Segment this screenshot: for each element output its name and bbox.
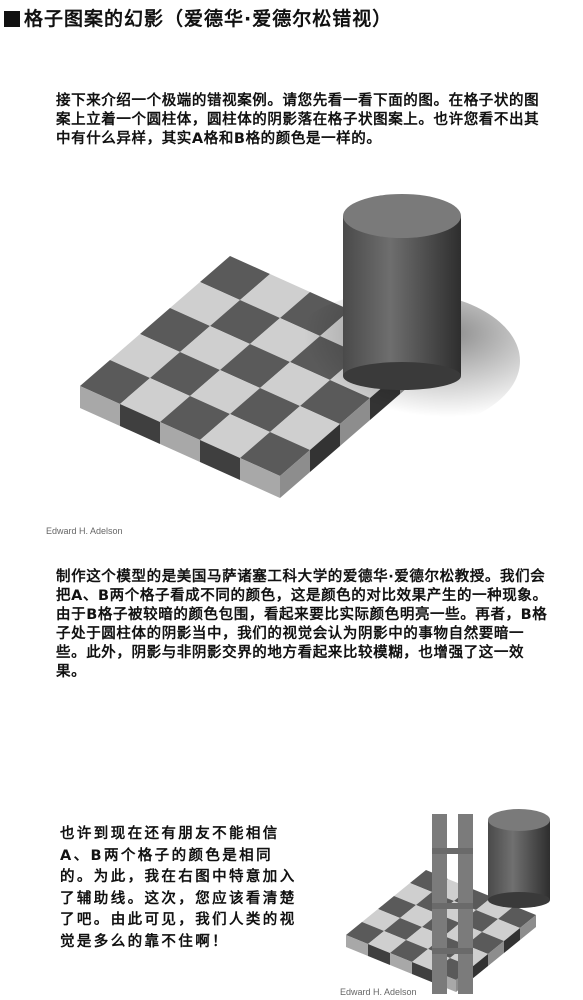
paragraph-intro: 接下来介绍一个极端的错视案例。请您先看一看下面的图。在格子状的图案上立着一个圆柱… — [56, 93, 540, 147]
board-edge — [390, 953, 412, 974]
board-edge — [412, 962, 434, 983]
board-tile — [498, 906, 536, 928]
board-tile — [140, 308, 210, 352]
board-edge — [160, 422, 200, 462]
board-edge — [280, 450, 310, 498]
illusion-figure-with-guides: Edward H. Adelson — [340, 809, 550, 997]
board-tile — [170, 282, 240, 326]
figure-credit-small: Edward H. Adelson — [340, 987, 417, 997]
board-edge — [472, 954, 488, 979]
board-edge — [504, 928, 520, 953]
checker-shadow-illusion-figure: Edward H. Adelson — [46, 194, 520, 536]
board-tile — [384, 918, 422, 940]
cylinder-small — [488, 809, 550, 908]
paragraph-explanation: 制作这个模型的是美国马萨诸塞工科大学的爱德华·爱德尔松教授。我们会把A、B两个格… — [56, 569, 548, 680]
board-edge — [120, 404, 160, 444]
board-tile — [368, 931, 406, 953]
cylinder — [343, 194, 461, 390]
board-tile — [230, 388, 300, 432]
checkerboard — [80, 256, 430, 498]
board-tile — [160, 396, 230, 440]
guide-bars — [432, 814, 473, 994]
board-edge — [488, 941, 504, 966]
board-tile — [200, 256, 270, 300]
board-tile — [394, 883, 432, 905]
title-text: 格子图案的幻影（爱德华·爱德尔松错视） — [24, 8, 393, 30]
board-tile — [346, 922, 384, 944]
board-tile — [240, 274, 310, 318]
board-edge — [200, 440, 240, 480]
article-title: 格子图案的幻影（爱德华·爱德尔松错视） — [4, 4, 580, 31]
board-tile — [390, 940, 428, 962]
board-edge — [310, 424, 340, 472]
board-tile — [120, 378, 190, 422]
board-tile — [210, 300, 280, 344]
board-tile — [362, 909, 400, 931]
board-tile — [180, 326, 250, 370]
board-edge — [80, 386, 120, 426]
board-tile — [270, 406, 340, 450]
board-tile — [466, 932, 504, 954]
board-tile — [200, 414, 270, 458]
board-tile — [190, 370, 260, 414]
board-tile — [378, 896, 416, 918]
board-tile — [110, 334, 180, 378]
board-tile — [482, 919, 520, 941]
board-tile — [150, 352, 220, 396]
board-edge — [346, 935, 368, 956]
board-tile — [220, 344, 290, 388]
board-tile — [400, 905, 438, 927]
board-tile — [240, 432, 310, 476]
board-edge — [520, 915, 536, 940]
black-square-icon — [4, 11, 20, 27]
board-edge — [368, 944, 390, 965]
board-edge — [240, 458, 280, 498]
paragraph-conclusion: 也许到现在还有朋友不能相信A、B两个格子的颜色是相同的。为此，我在右图中特意加入… — [60, 826, 297, 950]
figure-credit: Edward H. Adelson — [46, 526, 123, 536]
board-tile — [80, 360, 150, 404]
